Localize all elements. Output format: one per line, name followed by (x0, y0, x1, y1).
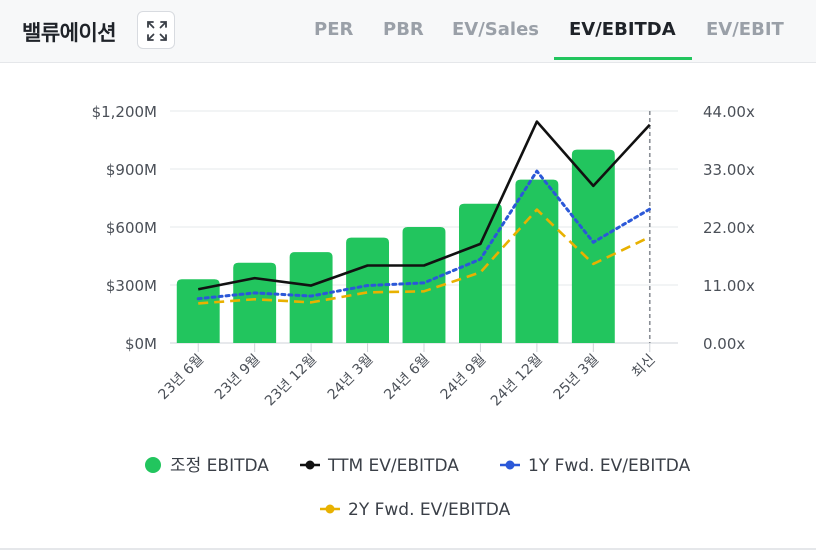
legend-item: 1Y Fwd. EV/EBITDA (500, 456, 691, 476)
x-tick-label: 24년 6월 (381, 352, 433, 404)
chart-svg: $0M $300M $600M $900M $1,200M 0.00x 11.00x 22.0… (92, 103, 755, 520)
legend-swatch (145, 457, 161, 473)
legend-label: 2Y Fwd. EV/EBITDA (348, 500, 511, 520)
legend-marker (305, 460, 315, 470)
y-left-tick-label: $600M (106, 219, 157, 237)
y-right-tick-label: 44.00x (703, 103, 755, 121)
divider (0, 548, 816, 550)
bar (458, 203, 502, 343)
bar (233, 262, 277, 343)
fwd-1y-line (196, 169, 652, 301)
y-left-tick-label: $0M (125, 335, 157, 353)
y-right-tick-label: 11.00x (703, 277, 755, 295)
y-left-tick-label: $1,200M (92, 103, 157, 121)
tab-ev-ebit[interactable]: EV/EBIT (706, 19, 784, 40)
bar (402, 227, 446, 343)
y-right-tick-label: 22.00x (703, 219, 755, 237)
x-tick-label: 24년 9월 (438, 352, 490, 404)
x-tick-label: 최신 (629, 352, 659, 382)
legend-marker (325, 504, 335, 514)
ttm-line (197, 120, 651, 291)
valuation-header: 밸류에이션 PER PBR EV/Sales EV/EBITDA EV/EBIT (0, 0, 816, 63)
legend-label: 조정 EBITDA (170, 456, 269, 476)
y-right-tick-label: 0.00x (703, 335, 745, 353)
tab-per[interactable]: PER (314, 19, 354, 40)
bar (571, 149, 615, 343)
expand-icon (147, 21, 167, 41)
tab-pbr[interactable]: PBR (383, 19, 424, 40)
x-tick-label: 24년 3월 (325, 352, 377, 404)
x-tick-label: 23년 9월 (212, 352, 264, 404)
bar (346, 237, 390, 343)
x-tick-label: 23년 12월 (262, 352, 320, 410)
y-left-tick-label: $300M (106, 277, 157, 295)
x-tick-label: 24년 12월 (488, 352, 546, 410)
expand-button[interactable] (137, 11, 175, 49)
legend-label: TTM EV/EBITDA (327, 456, 459, 476)
x-tick-label: 23년 6월 (155, 352, 207, 404)
tab-ev-sales[interactable]: EV/Sales (452, 19, 540, 40)
legend-item: 조정 EBITDA (145, 456, 269, 476)
section-title: 밸류에이션 (22, 21, 117, 45)
fwd-2y-line (198, 208, 651, 305)
legend-label: 1Y Fwd. EV/EBITDA (528, 456, 691, 476)
bar (176, 279, 220, 343)
legend-marker (505, 460, 515, 470)
y-left-tick-label: $900M (106, 161, 157, 179)
valuation-chart: $0M $300M $600M $900M $1,200M 0.00x 11.00x 22.0… (0, 62, 816, 552)
tab-ev-ebitda[interactable]: EV/EBITDA (569, 19, 676, 40)
y-right-tick-label: 33.00x (703, 161, 755, 179)
active-tab-indicator (554, 57, 692, 60)
legend-item: 2Y Fwd. EV/EBITDA (320, 500, 511, 520)
bar (515, 179, 559, 343)
x-tick-label: 25년 3월 (551, 352, 603, 404)
legend-item: TTM EV/EBITDA (300, 456, 459, 476)
